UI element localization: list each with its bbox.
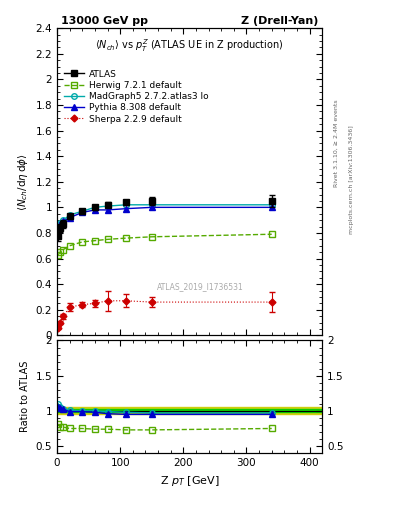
MadGraph5 2.7.2.atlas3 lo xyxy=(80,208,84,214)
Herwig 7.2.1 default xyxy=(58,249,62,255)
Line: Pythia 8.308 default: Pythia 8.308 default xyxy=(55,205,274,233)
Herwig 7.2.1 default xyxy=(105,236,110,242)
Herwig 7.2.1 default xyxy=(149,233,154,240)
Pythia 8.308 default xyxy=(58,221,62,227)
Pythia 8.308 default xyxy=(269,204,274,210)
Herwig 7.2.1 default xyxy=(56,251,61,258)
Y-axis label: Ratio to ATLAS: Ratio to ATLAS xyxy=(20,361,30,433)
Text: Rivet 3.1.10, ≥ 2.4M events: Rivet 3.1.10, ≥ 2.4M events xyxy=(334,99,338,187)
Y-axis label: $\langle N_{ch}/\mathrm{d}\eta\,\mathrm{d}\phi\rangle$: $\langle N_{ch}/\mathrm{d}\eta\,\mathrm{… xyxy=(16,153,30,210)
MadGraph5 2.7.2.atlas3 lo xyxy=(61,217,66,223)
Herwig 7.2.1 default xyxy=(67,243,72,249)
MadGraph5 2.7.2.atlas3 lo xyxy=(124,202,129,208)
X-axis label: Z $p_T$ [GeV]: Z $p_T$ [GeV] xyxy=(160,474,219,487)
MadGraph5 2.7.2.atlas3 lo xyxy=(105,203,110,209)
MadGraph5 2.7.2.atlas3 lo xyxy=(67,212,72,218)
MadGraph5 2.7.2.atlas3 lo xyxy=(149,202,154,208)
Text: 13000 GeV pp: 13000 GeV pp xyxy=(61,15,148,26)
Pythia 8.308 default xyxy=(149,204,154,210)
Pythia 8.308 default xyxy=(124,205,129,212)
Pythia 8.308 default xyxy=(67,215,72,221)
MadGraph5 2.7.2.atlas3 lo xyxy=(269,202,274,208)
MadGraph5 2.7.2.atlas3 lo xyxy=(92,204,97,210)
Pythia 8.308 default xyxy=(92,207,97,213)
Text: mcplots.cern.ch [arXiv:1306.3436]: mcplots.cern.ch [arXiv:1306.3436] xyxy=(349,125,354,233)
Herwig 7.2.1 default xyxy=(92,238,97,244)
Text: ATLAS_2019_I1736531: ATLAS_2019_I1736531 xyxy=(157,282,244,291)
Herwig 7.2.1 default xyxy=(80,239,84,245)
Herwig 7.2.1 default xyxy=(269,231,274,237)
Text: $\langle N_{ch}\rangle$ vs $p^Z_T$ (ATLAS UE in Z production): $\langle N_{ch}\rangle$ vs $p^Z_T$ (ATLA… xyxy=(95,37,284,54)
Pythia 8.308 default xyxy=(56,227,61,233)
Pythia 8.308 default xyxy=(105,207,110,213)
MadGraph5 2.7.2.atlas3 lo xyxy=(56,222,61,228)
Pythia 8.308 default xyxy=(61,218,66,224)
Herwig 7.2.1 default xyxy=(124,235,129,241)
Pythia 8.308 default xyxy=(80,209,84,216)
MadGraph5 2.7.2.atlas3 lo xyxy=(58,220,62,226)
Text: Z (Drell-Yan): Z (Drell-Yan) xyxy=(241,15,318,26)
Line: Herwig 7.2.1 default: Herwig 7.2.1 default xyxy=(55,231,274,258)
Herwig 7.2.1 default xyxy=(61,246,66,252)
Line: MadGraph5 2.7.2.atlas3 lo: MadGraph5 2.7.2.atlas3 lo xyxy=(55,202,274,228)
Legend: ATLAS, Herwig 7.2.1 default, MadGraph5 2.7.2.atlas3 lo, Pythia 8.308 default, Sh: ATLAS, Herwig 7.2.1 default, MadGraph5 2… xyxy=(64,70,208,123)
